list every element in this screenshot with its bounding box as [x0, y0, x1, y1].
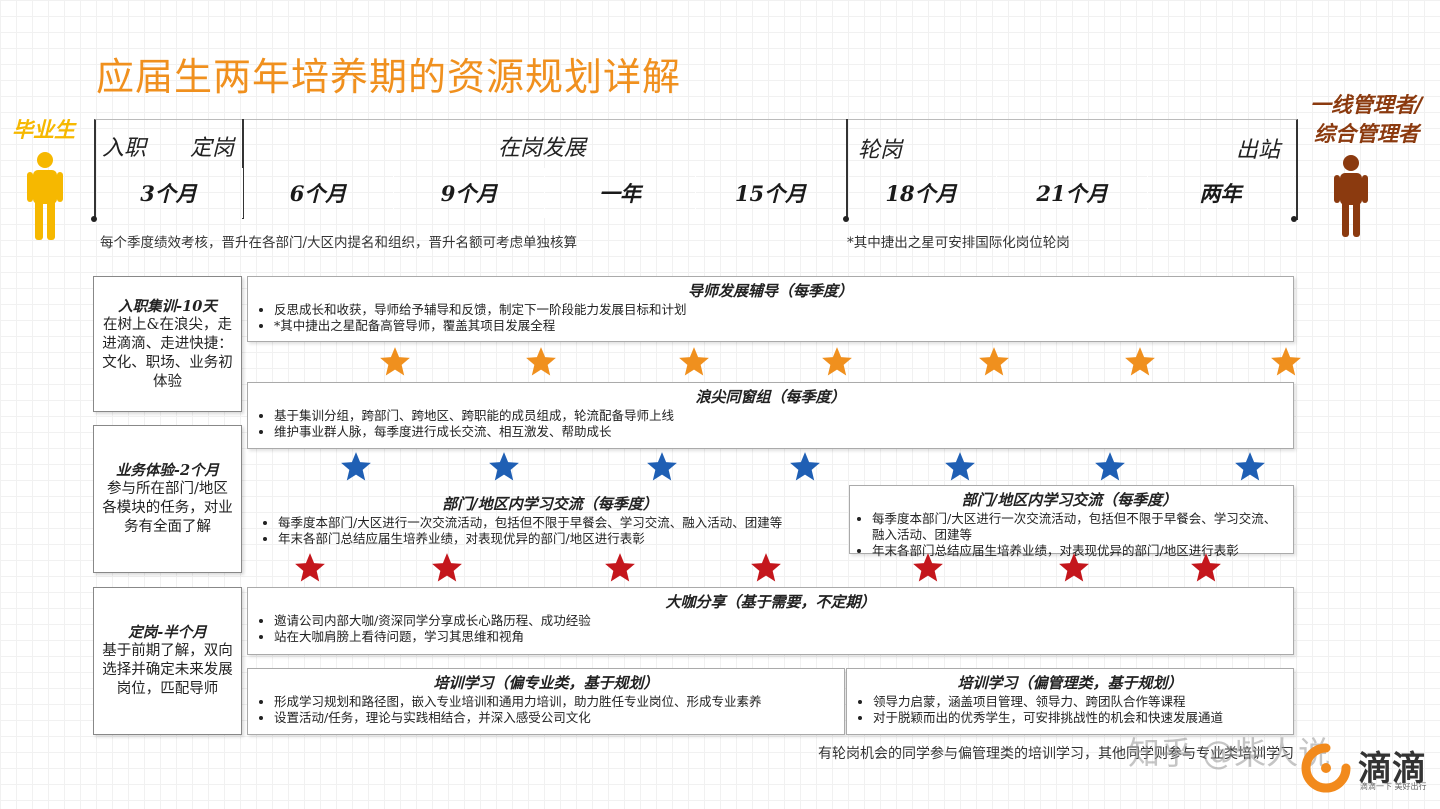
program-item: 设置活动/任务，理论与实践相结合，并深入感受公司文化 — [274, 710, 834, 726]
star-icon — [489, 452, 519, 481]
star-icon — [526, 347, 556, 376]
program-exchange-right: 部门/地区内学习交流（每季度） 每季度本部门/大区进行一次交流活动，包括但不限于… — [849, 485, 1294, 558]
stage-box-placement: 定岗-半个月 基于前期了解，双向选择并确定未来发展岗位，匹配导师 — [93, 587, 242, 735]
phase-join-label: 入职 — [102, 136, 147, 161]
star-icon — [822, 347, 852, 376]
program-item: 年末各部门总结应届生培养业绩，对表现优异的部门/地区进行表彰 — [278, 531, 844, 547]
didi-logo-text: 滴滴 — [1358, 749, 1426, 789]
didi-logo-slogan: 滴滴一下 美好出行 — [1360, 782, 1427, 791]
page-title: 应届生两年培养期的资源规划详解 — [96, 55, 682, 99]
star-icon — [790, 452, 820, 481]
phase-exit-label: 出站 — [1236, 138, 1281, 163]
manager-label-line1: 一线管理者/ — [1310, 93, 1423, 117]
program-item: 每季度本部门/大区进行一次交流活动，包括但不限于早餐会、学习交流、融入活动、团建… — [872, 511, 1283, 543]
program-item: 领导力启蒙，涵盖项目管理、领导力、跨团队合作等课程 — [873, 694, 1283, 710]
phase-divider — [846, 119, 848, 219]
star-icon — [1125, 347, 1155, 376]
program-cohort: 浪尖同窗组（每季度） 基于集训分组，跨部门、跨地区、跨职能的成员组成，轮流配备导… — [247, 382, 1294, 449]
program-title: 部门/地区内学习交流（每季度） — [961, 491, 1178, 509]
stage-title: 入职集训-10天 — [118, 297, 217, 315]
phase-header — [94, 119, 1298, 220]
stage-box-experience: 业务体验-2个月 参与所在部门/地区各模块的任务，对业务有全面了解 — [93, 425, 242, 573]
program-expert-sharing: 大咖分享（基于需要，不定期） 邀请公司内部大咖/资深同学分享成长心路历程、成功经… — [247, 587, 1294, 655]
stage-title: 业务体验-2个月 — [115, 462, 220, 479]
star-icon — [979, 347, 1009, 376]
star-icon — [295, 553, 325, 582]
program-title: 导师发展辅导（每季度） — [687, 282, 853, 300]
program-title: 浪尖同窗组（每季度） — [695, 388, 846, 406]
star-icon — [913, 553, 943, 582]
program-item: 邀请公司内部大咖/资深同学分享成长心路历程、成功经验 — [274, 613, 1283, 629]
program-title: 培训学习（偏专业类，基于规划） — [433, 674, 659, 692]
program-item: 对于脱颖而出的优秀学生，可安排挑战性的机会和快速发展通道 — [873, 710, 1283, 726]
phase-develop-label: 在岗发展 — [498, 136, 587, 161]
timeline-segment-9m: 9个月 — [394, 168, 545, 218]
timeline-segment-15m: 15个月 — [696, 168, 846, 218]
timeline-segment-18m: 18个月 — [846, 168, 997, 218]
star-icon — [1059, 553, 1089, 582]
star-icon — [1191, 553, 1221, 582]
program-title: 培训学习（偏管理类，基于规划） — [957, 674, 1183, 692]
timeline-tick — [843, 216, 849, 222]
star-icon — [341, 452, 371, 481]
program-exchange-left: 部门/地区内学习交流（每季度） 每季度本部门/大区进行一次交流活动，包括但不限于… — [256, 493, 844, 551]
star-icon — [605, 553, 635, 582]
timeline-segment-2y: 两年 — [1148, 168, 1294, 218]
quarterly-note: 每个季度绩效考核，晋升在各部门/大区内提名和组织，晋升名额可考虑单独核算 — [100, 235, 578, 251]
bottom-note: 有轮岗机会的同学参与偏管理类的培训学习，其他同学则参与专业类培训学习 — [818, 746, 1294, 762]
star-icon — [751, 553, 781, 582]
star-icon — [679, 347, 709, 376]
program-item: 年末各部门总结应届生培养业绩，对表现优异的部门/地区进行表彰 — [872, 543, 1283, 559]
timeline-segment-1y: 一年 — [545, 168, 696, 218]
program-item: 维护事业群人脉，每季度进行成长交流、相互激发、帮助成长 — [274, 424, 1283, 440]
program-title: 部门/地区内学习交流（每季度） — [442, 495, 658, 513]
didi-logo-icon — [1301, 743, 1351, 793]
manager-person-icon — [1334, 155, 1368, 237]
timeline-tick — [91, 216, 97, 222]
stage-title: 定岗-半个月 — [128, 624, 207, 641]
program-training-professional: 培训学习（偏专业类，基于规划） 形成学习规划和路径图，嵌入专业培训和通用力培训，… — [247, 668, 845, 735]
star-icon — [1271, 347, 1301, 376]
program-item: 每季度本部门/大区进行一次交流活动，包括但不限于早餐会、学习交流、融入活动、团建… — [278, 515, 844, 531]
timeline-segment-6m: 6个月 — [243, 168, 394, 218]
stage-text: 在树上&在浪尖，走进滴滴、走进快捷：文化、职场、业务初体验 — [102, 316, 233, 390]
timeline-segment-21m: 21个月 — [997, 168, 1148, 218]
program-title: 大咖分享（基于需要，不定期） — [665, 593, 876, 611]
graduate-label: 毕业生 — [12, 118, 75, 142]
star-icon — [647, 452, 677, 481]
star-icon — [380, 347, 410, 376]
program-item: 基于集训分组，跨部门、跨地区、跨职能的成员组成，轮流配备导师上线 — [274, 408, 1283, 424]
phase-rotate-label: 轮岗 — [858, 138, 903, 163]
star-icon — [1095, 452, 1125, 481]
program-item: 反思成长和收获，导师给予辅导和反馈，制定下一阶段能力发展目标和计划 — [274, 302, 1283, 318]
timeline-tick — [1291, 216, 1297, 222]
phase-fix-label: 定岗 — [190, 136, 235, 161]
rotation-note: *其中捷出之星可安排国际化岗位轮岗 — [847, 235, 1070, 251]
program-mentor: 导师发展辅导（每季度） 反思成长和收获，导师给予辅导和反馈，制定下一阶段能力发展… — [247, 276, 1294, 342]
program-item: 形成学习规划和路径图，嵌入专业培训和通用力培训，助力胜任专业岗位、形成专业素养 — [274, 694, 834, 710]
program-item: 站在大咖肩膀上看待问题，学习其思维和视角 — [274, 629, 1283, 645]
manager-label-line2: 综合管理者 — [1314, 122, 1419, 146]
program-item: *其中捷出之星配备高管导师，覆盖其项目发展全程 — [274, 318, 1283, 334]
stage-box-bootcamp: 入职集训-10天 在树上&在浪尖，走进滴滴、走进快捷：文化、职场、业务初体验 — [93, 276, 242, 412]
graduate-person-icon — [27, 152, 63, 240]
star-icon — [945, 452, 975, 481]
stage-text: 基于前期了解，双向选择并确定未来发展岗位，匹配导师 — [102, 643, 233, 697]
phase-divider — [242, 119, 244, 219]
program-training-management: 培训学习（偏管理类，基于规划） 领导力启蒙，涵盖项目管理、领导力、跨团队合作等课… — [846, 668, 1294, 735]
watermark: 知乎 @柴人说 — [1128, 734, 1331, 772]
timeline-segment-3m: 3个月 — [95, 168, 243, 218]
star-icon — [432, 553, 462, 582]
stage-text: 参与所在部门/地区各模块的任务，对业务有全面了解 — [102, 481, 233, 535]
star-icon — [1235, 452, 1265, 481]
